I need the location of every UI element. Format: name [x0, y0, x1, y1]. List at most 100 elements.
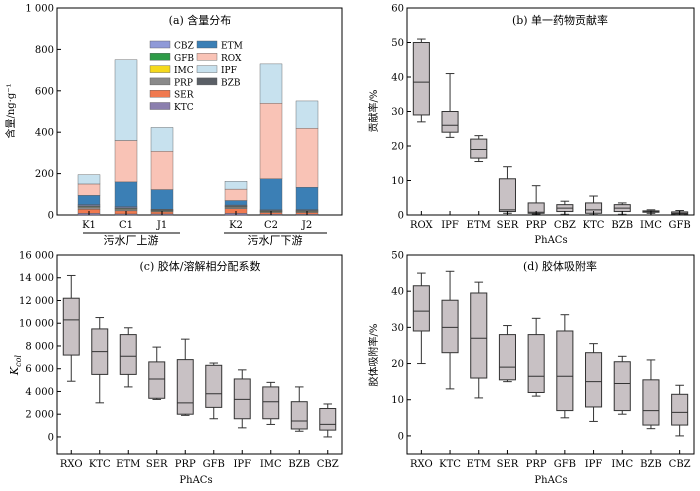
bar-segment-J2-ROX — [295, 128, 319, 188]
box-body-IMC — [613, 361, 631, 412]
panel-a-x-tick-label: C2 — [264, 220, 278, 231]
box-body-SER — [498, 178, 516, 213]
box-KTC — [91, 317, 109, 404]
legend-swatch-ETM — [196, 40, 218, 49]
panel-b-y-ticks: 0 10 20 30 40 50 60 — [391, 4, 411, 222]
panel-d-x-tick-label: GFB — [554, 459, 576, 470]
box-body-ETM — [470, 138, 488, 159]
panel-b-x-axis-label: PhACs — [534, 235, 567, 246]
panel-a-y-tick-label: 1 000 — [25, 4, 54, 15]
panel-c-x-tick-label: IPF — [233, 459, 251, 470]
panel-c-y-axis-label-main: K — [8, 366, 21, 376]
box-body-BZB — [290, 401, 308, 430]
panel-b-y-tick-label: 50 — [391, 38, 404, 49]
panel-b-x-tick-label: SER — [497, 220, 519, 231]
box-SER — [498, 325, 516, 383]
panel-c-box-plot: (c) 胶体/溶解相分配系数 Kcol PhACs 0 2 000 4 000 6 0… — [8, 251, 343, 486]
box-body-IPF — [441, 111, 459, 133]
box-RXO — [412, 272, 430, 365]
panel-c-x-tick-label: SER — [146, 459, 168, 470]
bar-segment-J2-ETM — [295, 187, 319, 210]
box-body-ETM — [470, 292, 488, 379]
box-PRP — [527, 317, 545, 397]
panel-c-x-ticks: RXO KTC ETM SER PRP GFB IPF IMC BZB CBZ — [60, 450, 339, 470]
panel-a-x-tick-label: C1 — [119, 220, 133, 231]
panel-b-x-tick-label: IMC — [640, 220, 662, 231]
bar-segment-K1-IPF — [77, 174, 101, 185]
legend-label-BZB: BZB — [221, 78, 241, 88]
box-SER — [498, 166, 516, 214]
bar-segment-K2-ETM — [224, 200, 248, 206]
bar-segment-K1-ETM — [77, 195, 101, 205]
legend-label-IMC: IMC — [174, 66, 194, 76]
bar-segment-C1-ETM — [114, 181, 138, 207]
panel-c-x-tick-label: PRP — [175, 459, 196, 470]
panel-b-x-tick-label: PRP — [526, 220, 547, 231]
box-CBZ — [671, 384, 689, 437]
panel-a-y-tick-label: 200 — [35, 169, 54, 180]
box-body-IPF — [233, 378, 251, 420]
panel-c-y-tick-label: 0 — [48, 432, 54, 443]
box-BZB — [642, 359, 660, 430]
box-body-CBZ — [671, 393, 689, 426]
panel-a-x-ticks: K1 C1 J1 K2 C2 J2 — [82, 211, 312, 231]
panel-b-y-tick-label: 20 — [391, 142, 404, 153]
legend-swatch-GFB — [149, 53, 171, 61]
legend-label-PRP: PRP — [174, 78, 193, 88]
box-body-KTC — [441, 299, 459, 354]
panel-d-x-axis-label: PhACs — [534, 475, 567, 486]
box-body-SER — [498, 334, 516, 381]
box-body-SER — [148, 361, 166, 399]
panel-d-x-tick-label: IPF — [585, 459, 603, 470]
box-body-BZB — [642, 379, 660, 426]
bar-segment-J1-IPF — [150, 127, 174, 152]
panel-c-y-axis-label-sub: col — [14, 355, 23, 367]
legend-swatch-CBZ — [149, 40, 171, 49]
legend-label-ETM: ETM — [221, 42, 243, 52]
box-body-IMC — [262, 386, 280, 420]
box-ETM — [470, 135, 488, 163]
panel-a-y-axis-label: 含量/ng·g⁻¹ — [4, 83, 17, 138]
bar-segment-K1-ROX — [77, 183, 101, 196]
box-ROX — [412, 38, 430, 123]
box-PRP — [176, 338, 194, 416]
panel-d-x-tick-label: PRP — [526, 459, 547, 470]
panel-c-y-tick-label: 6 000 — [25, 364, 54, 375]
panel-c-y-tick-label: 8 000 — [25, 341, 54, 352]
box-IMC — [613, 355, 631, 415]
panel-b-x-tick-label: ETM — [467, 220, 491, 231]
panel-d-y-tick-label: 30 — [391, 323, 404, 334]
panel-d-title: (d) 胶体吸附率 — [523, 259, 597, 273]
panel-d-x-tick-label: BZB — [640, 459, 662, 470]
box-ETM — [470, 281, 488, 399]
panel-b-y-tick-label: 30 — [391, 107, 404, 118]
panel-b-boxes — [412, 38, 689, 216]
panel-b-x-ticks: ROX IPF ETM SER PRP CBZ KTC BZB IMC GFB — [410, 211, 691, 231]
svg-text:Kcol: Kcol — [8, 355, 23, 377]
panel-a-y-tick-label: 0 — [48, 211, 54, 222]
panel-a-y-tick-label: 800 — [35, 45, 54, 56]
panel-c-y-tick-label: 12 000 — [19, 296, 54, 307]
bar-segment-J1-ROX — [150, 151, 174, 190]
box-GFB — [556, 314, 574, 419]
box-body-IPF — [585, 352, 603, 408]
panel-b-x-tick-label: GFB — [669, 220, 691, 231]
panel-d-x-tick-label: ETM — [467, 459, 491, 470]
panel-b-x-tick-label: BZB — [611, 220, 633, 231]
panel-d-plot-frame — [406, 254, 695, 455]
panel-c-y-ticks: 0 2 000 4 000 6 000 8 000 10 000 12 000 14 000 1… — [19, 251, 61, 443]
bar-segment-C1-ROX — [114, 140, 138, 183]
panel-c-y-tick-label: 16 000 — [19, 251, 54, 262]
box-body-GFB — [205, 364, 223, 408]
bar-segment-J2-IPF — [295, 100, 319, 129]
panel-d-y-tick-label: 0 — [398, 431, 404, 442]
box-CBZ — [319, 403, 337, 438]
box-body-GFB — [556, 330, 574, 412]
box-body-PRP — [527, 334, 545, 393]
box-GFB — [205, 362, 223, 420]
box-SER — [148, 346, 166, 400]
panel-b-box-plot: (b) 单一药物贡献率 贡献率/% PhACs 0 10 20 30 40 50 60 RO… — [367, 4, 695, 246]
panel-b-x-tick-label: ROX — [410, 220, 434, 231]
box-RXO — [62, 274, 80, 382]
